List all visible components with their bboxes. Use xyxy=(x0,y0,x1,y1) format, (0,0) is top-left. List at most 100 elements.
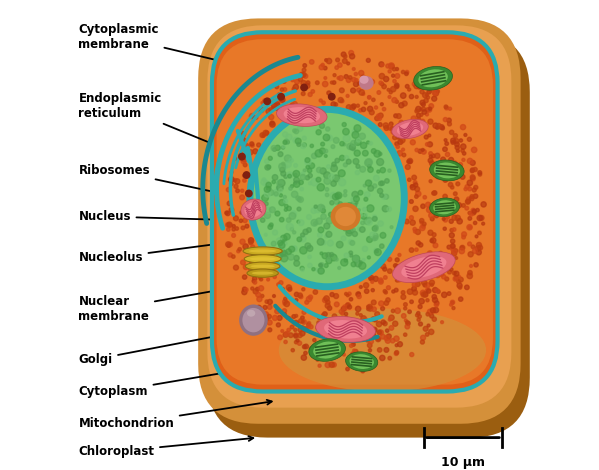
Circle shape xyxy=(261,254,263,257)
Circle shape xyxy=(284,139,289,144)
Circle shape xyxy=(286,249,292,254)
Circle shape xyxy=(472,209,476,213)
Circle shape xyxy=(377,330,382,334)
Circle shape xyxy=(355,171,359,175)
Circle shape xyxy=(412,258,417,263)
Circle shape xyxy=(379,152,382,156)
Circle shape xyxy=(346,303,350,307)
Ellipse shape xyxy=(429,160,464,181)
Circle shape xyxy=(404,303,407,306)
Circle shape xyxy=(407,158,413,164)
Circle shape xyxy=(257,297,262,302)
Circle shape xyxy=(317,321,320,324)
Circle shape xyxy=(273,295,276,298)
Circle shape xyxy=(240,195,244,200)
Circle shape xyxy=(425,142,429,146)
Text: 10 μm: 10 μm xyxy=(441,456,485,469)
Circle shape xyxy=(362,358,365,361)
Circle shape xyxy=(397,276,402,282)
Circle shape xyxy=(355,139,361,145)
Circle shape xyxy=(231,183,233,186)
Circle shape xyxy=(445,142,449,145)
Circle shape xyxy=(418,81,421,85)
Text: Mitochondrion: Mitochondrion xyxy=(78,400,272,430)
Circle shape xyxy=(240,132,246,137)
Circle shape xyxy=(268,157,273,160)
Circle shape xyxy=(360,325,364,328)
Circle shape xyxy=(321,209,325,213)
Circle shape xyxy=(304,351,307,355)
Circle shape xyxy=(379,181,383,186)
Circle shape xyxy=(380,181,385,185)
Circle shape xyxy=(234,184,238,188)
Circle shape xyxy=(250,142,254,146)
Circle shape xyxy=(405,70,409,74)
Circle shape xyxy=(465,185,470,189)
Circle shape xyxy=(370,277,373,280)
Circle shape xyxy=(404,319,407,322)
Circle shape xyxy=(344,292,347,295)
Circle shape xyxy=(403,101,407,106)
Circle shape xyxy=(280,97,285,102)
Circle shape xyxy=(232,255,235,258)
Circle shape xyxy=(340,99,344,103)
Circle shape xyxy=(426,298,429,302)
Circle shape xyxy=(253,276,257,281)
Circle shape xyxy=(452,306,455,310)
Circle shape xyxy=(418,125,421,128)
Circle shape xyxy=(332,175,340,182)
Circle shape xyxy=(465,199,470,204)
Circle shape xyxy=(384,194,389,199)
Circle shape xyxy=(350,105,355,110)
Circle shape xyxy=(445,277,449,281)
Circle shape xyxy=(429,161,434,166)
Circle shape xyxy=(259,286,264,291)
Circle shape xyxy=(310,60,314,64)
Circle shape xyxy=(311,179,318,186)
Circle shape xyxy=(470,168,474,172)
Circle shape xyxy=(412,175,416,180)
Circle shape xyxy=(308,173,312,178)
Circle shape xyxy=(382,108,386,111)
Circle shape xyxy=(346,94,349,97)
Circle shape xyxy=(425,202,431,207)
Circle shape xyxy=(359,313,362,317)
Circle shape xyxy=(309,325,313,329)
Circle shape xyxy=(373,217,377,221)
Circle shape xyxy=(425,113,428,116)
Circle shape xyxy=(361,213,367,219)
Circle shape xyxy=(270,122,275,127)
Circle shape xyxy=(322,81,328,87)
Circle shape xyxy=(282,145,285,148)
Circle shape xyxy=(294,333,298,337)
Circle shape xyxy=(427,108,432,112)
Circle shape xyxy=(243,174,246,177)
Circle shape xyxy=(311,153,317,159)
Circle shape xyxy=(422,222,426,226)
Circle shape xyxy=(330,192,337,199)
Circle shape xyxy=(349,344,353,347)
Circle shape xyxy=(355,260,358,264)
Circle shape xyxy=(289,246,295,252)
Circle shape xyxy=(286,134,292,140)
Circle shape xyxy=(380,334,385,339)
Circle shape xyxy=(352,78,356,82)
Circle shape xyxy=(259,278,263,281)
Circle shape xyxy=(284,199,288,203)
Circle shape xyxy=(455,215,461,220)
Circle shape xyxy=(293,129,297,133)
Circle shape xyxy=(473,249,477,253)
Circle shape xyxy=(359,262,366,269)
Circle shape xyxy=(343,59,347,63)
Circle shape xyxy=(259,276,262,279)
Circle shape xyxy=(280,245,285,250)
Circle shape xyxy=(306,297,311,302)
Circle shape xyxy=(462,232,467,237)
Circle shape xyxy=(282,251,288,256)
Circle shape xyxy=(364,289,369,293)
Ellipse shape xyxy=(277,104,327,126)
Circle shape xyxy=(346,303,350,307)
Circle shape xyxy=(447,245,451,249)
Circle shape xyxy=(294,329,297,331)
Circle shape xyxy=(415,95,418,98)
